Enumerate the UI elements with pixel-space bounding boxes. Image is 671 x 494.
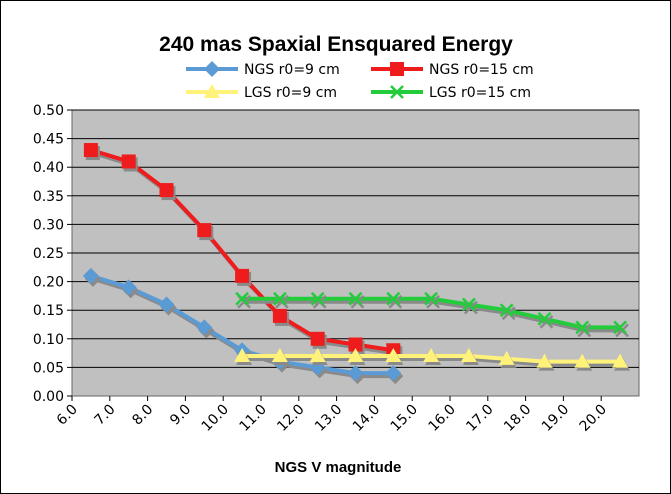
data-point [499,303,514,318]
data-point [348,291,363,306]
data-point [498,350,515,365]
y-axis-ticks: 0.00 0.05 0.10 0.15 0.20 0.25 0.30 0.35 0.40 0.45… [33,103,72,405]
data-point [271,347,288,362]
data-point [347,365,364,382]
y-tick-label: 0.35 [33,189,64,205]
series-layer [82,143,631,385]
data-point [120,279,137,296]
data-point [204,61,220,77]
data-point [83,143,98,158]
data-point [386,291,401,306]
data-point [536,353,553,368]
data-point [310,331,325,346]
data-point [390,62,404,76]
legend-label: NGS r0=15 cm [429,62,534,78]
data-point [424,291,438,306]
data-point [196,319,213,336]
legend-item: LGS r0=15 cm [371,85,531,101]
y-tick-label: 0.10 [33,332,64,348]
data-point [613,320,627,335]
y-tick-label: 0.05 [33,360,64,376]
legend: NGS r0=9 cm NGS r0=15 cm LGS r0=9 cm LGS r0… [186,61,534,101]
data-point [460,347,477,362]
y-tick-label: 0.40 [33,160,64,176]
y-tick-label: 0.00 [33,389,64,405]
data-point [272,308,287,323]
y-tick-label: 0.30 [33,217,64,233]
legend-label: LGS r0=9 cm [244,85,337,101]
data-point [235,291,249,306]
data-point [385,365,402,382]
data-point [390,85,404,99]
data-point [121,154,136,169]
data-point [197,223,212,238]
y-tick-label: 0.25 [33,246,64,262]
series-ngs-r0-15-cm [83,143,403,361]
data-point [159,183,174,198]
data-point [82,267,99,284]
chart-title: 240 mas Spaxial Ensquared Energy [159,33,513,56]
legend-item: NGS r0=15 cm [371,62,534,78]
series-lgs-r0-9-cm [234,347,631,371]
data-point [612,353,629,368]
data-point [348,337,363,352]
data-point [234,347,251,362]
data-point [158,296,175,313]
y-tick-label: 0.15 [33,303,64,319]
data-point [273,291,287,306]
data-point [309,347,326,362]
x-axis-title: NGS V magnitude [275,459,402,476]
data-point [310,291,325,306]
y-tick-label: 0.20 [33,275,64,291]
series-lgs-r0-15-cm [235,291,629,338]
data-point [574,353,591,368]
data-point [235,268,250,283]
data-point [537,311,552,326]
data-point [575,320,590,335]
data-point [423,347,440,362]
y-tick-label: 0.50 [33,103,64,119]
legend-label: NGS r0=9 cm [244,62,340,78]
data-point [385,347,402,362]
y-tick-label: 0.45 [33,132,64,148]
data-point [204,84,220,98]
legend-item: NGS r0=9 cm [186,61,340,78]
data-point [347,347,364,362]
legend-item: LGS r0=9 cm [186,84,337,101]
legend-label: LGS r0=15 cm [429,85,531,101]
data-point [462,297,476,312]
